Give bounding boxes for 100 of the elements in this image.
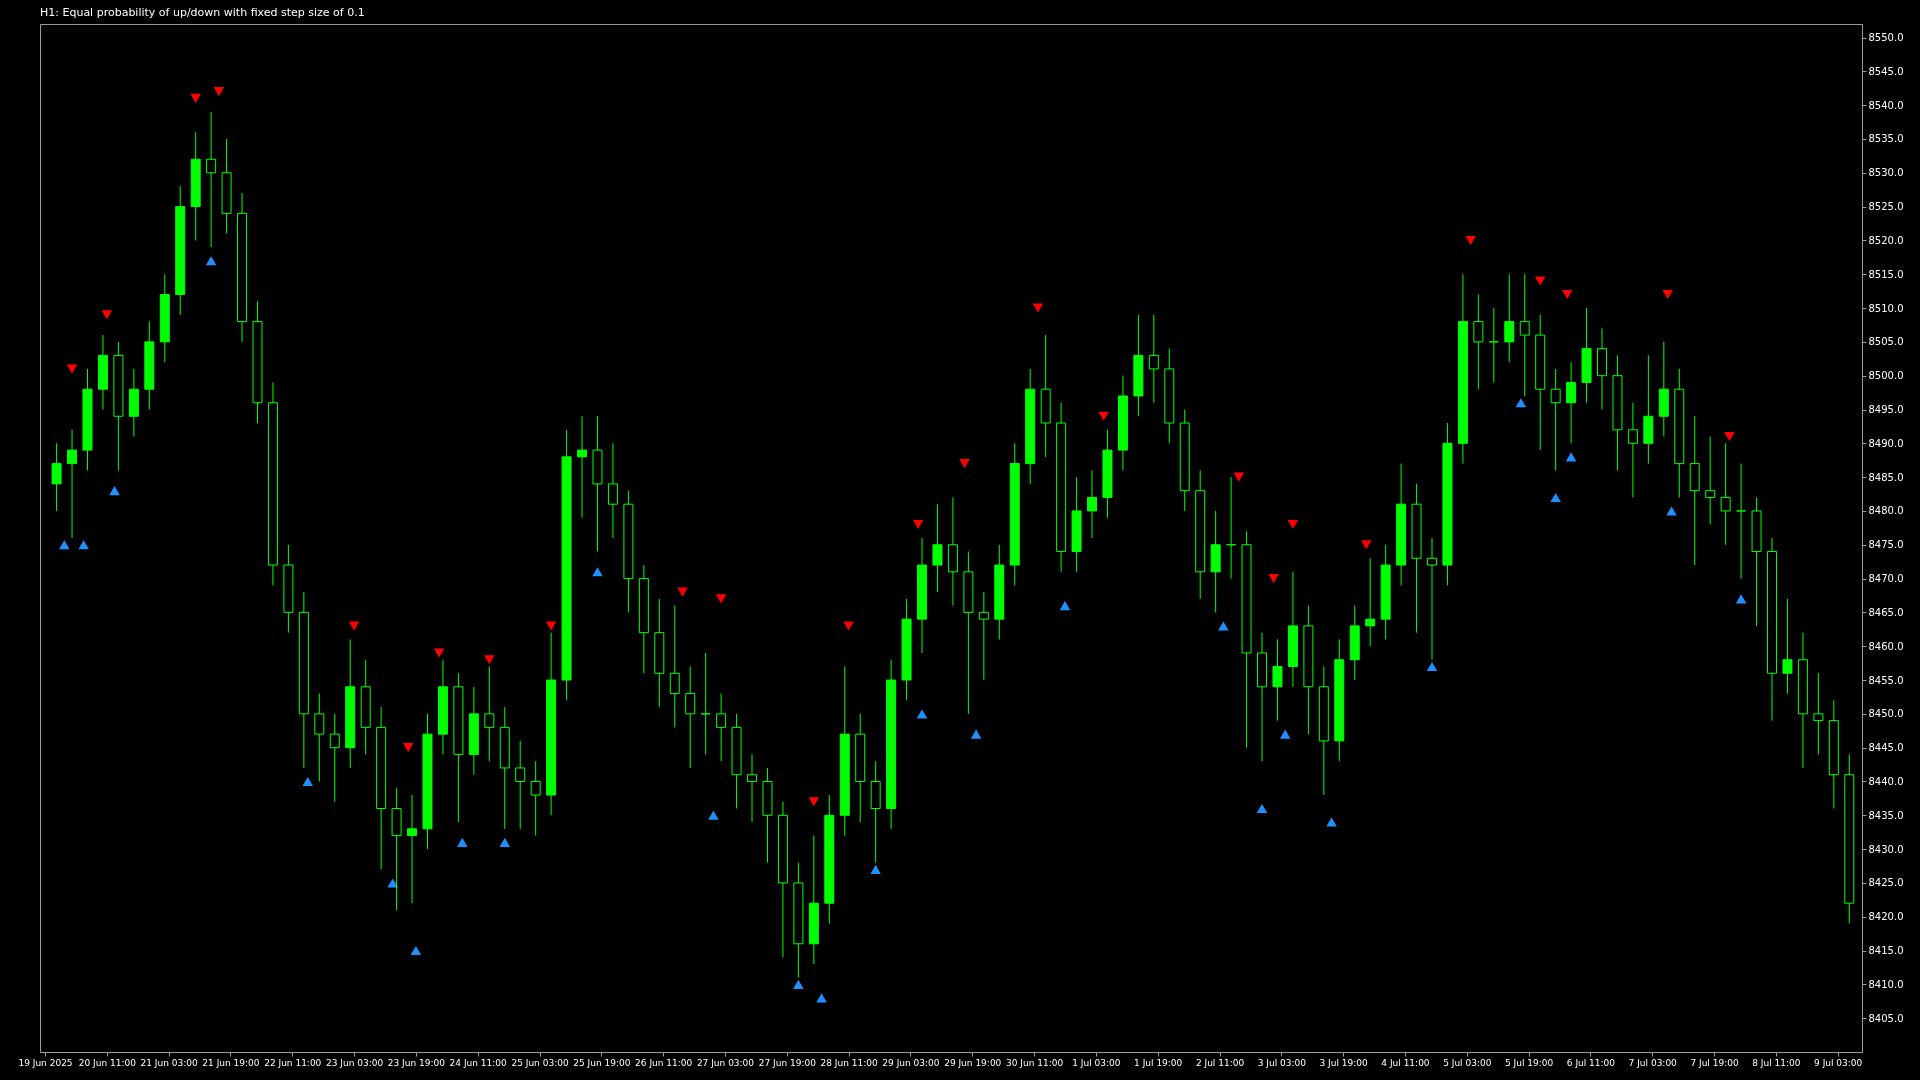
candlestick	[1272, 638, 1283, 722]
point	[1426, 661, 1438, 672]
x-tick-label: 9 Jul 03:00	[1814, 1057, 1863, 1068]
x-tick-label: 25 Jun 03:00	[511, 1057, 569, 1068]
y-tick-label: 8425.0	[1868, 877, 1904, 889]
y-tick-label: 8475.0	[1868, 539, 1904, 551]
point	[457, 837, 468, 847]
point	[1268, 574, 1279, 584]
y-tick-label: 8455.0	[1868, 674, 1904, 686]
x-tick-label: 21 Jun 03:00	[140, 1057, 198, 1068]
x-tick-label: 20 Jun 11:00	[78, 1057, 137, 1068]
y-tick-label: 8470.0	[1868, 573, 1904, 585]
x-tick-label: 26 Jun 11:00	[635, 1057, 693, 1068]
point	[1561, 289, 1573, 300]
y-tick-label: 8540.0	[1868, 99, 1904, 111]
y-tick-label: 8490.0	[1868, 437, 1904, 449]
point	[1326, 817, 1337, 827]
point	[1287, 519, 1299, 530]
point	[1666, 506, 1677, 516]
candlestick	[747, 753, 758, 823]
candlestick	[1473, 294, 1484, 390]
y-tick-label: 8505.0	[1868, 336, 1904, 348]
candlestick	[716, 693, 727, 762]
x-tick-label: 25 Jun 19:00	[573, 1057, 631, 1068]
x-tick-label: 30 Jun 11:00	[1005, 1057, 1064, 1068]
y-tick-label: 8500.0	[1868, 370, 1904, 382]
x-tick-label: 3 Jul 03:00	[1257, 1057, 1307, 1068]
point	[101, 310, 113, 320]
x-tick-label: 3 Jul 19:00	[1319, 1057, 1369, 1068]
x-tick-label: 19 Jun 2025	[18, 1057, 73, 1068]
y-tick-label: 8420.0	[1868, 911, 1904, 923]
y-tick-label: 8410.0	[1868, 978, 1904, 990]
x-tick-label: 28 Jun 11:00	[820, 1057, 878, 1068]
candlestick	[314, 693, 325, 782]
candlestick	[1736, 463, 1747, 580]
point	[793, 979, 804, 989]
y-tick-label: 8535.0	[1868, 133, 1904, 145]
y-tick-label: 8415.0	[1868, 945, 1904, 957]
point	[1724, 432, 1735, 442]
x-tick-label: 29 Jun 03:00	[882, 1057, 940, 1068]
x-tick-label: 7 Jul 03:00	[1628, 1057, 1678, 1068]
y-tick-label: 8510.0	[1868, 302, 1904, 314]
candlestick	[1566, 361, 1577, 444]
point	[808, 797, 820, 807]
candlestick	[67, 429, 78, 539]
x-tick-label: 2 Jul 11:00	[1195, 1057, 1245, 1068]
candlestick	[1550, 368, 1561, 471]
y-tick-label: 8440.0	[1868, 775, 1904, 787]
point	[1565, 452, 1577, 462]
point	[213, 87, 225, 97]
point	[1534, 276, 1546, 286]
candlestick	[515, 740, 526, 830]
point	[1515, 398, 1527, 408]
y-tick-label: 8445.0	[1868, 742, 1904, 754]
x-tick-label: 5 Jul 19:00	[1504, 1057, 1554, 1068]
candlestick	[484, 666, 495, 762]
candlestick	[206, 111, 217, 248]
point	[1233, 472, 1245, 482]
point	[402, 743, 414, 753]
x-tick-label: 29 Jun 19:00	[944, 1057, 1002, 1068]
candlestick	[685, 666, 696, 769]
point	[1361, 540, 1372, 550]
candlestick	[1782, 598, 1793, 695]
point	[59, 540, 70, 550]
candlestick	[51, 442, 62, 512]
point	[484, 655, 495, 665]
x-tick-label: 23 Jun 03:00	[325, 1057, 384, 1068]
point	[916, 709, 928, 719]
point	[348, 621, 360, 631]
candlestick	[1519, 273, 1530, 397]
candlestick	[329, 713, 340, 803]
candlestick	[530, 760, 541, 837]
chart-title: H1: Equal probability of up/down with fixed step size of 0.1	[40, 6, 365, 19]
candlestick	[607, 442, 618, 539]
point	[433, 648, 445, 658]
y-tick-label: 8450.0	[1868, 708, 1904, 720]
point	[1032, 303, 1044, 313]
y-tick-label: 8550.0	[1868, 32, 1904, 44]
point	[816, 993, 827, 1003]
point	[302, 776, 313, 787]
candlestick	[1504, 273, 1515, 363]
point	[190, 93, 201, 103]
candlestick	[577, 415, 588, 519]
x-tick-label: 21 Jun 19:00	[202, 1057, 260, 1068]
point	[499, 837, 511, 847]
point	[912, 519, 924, 530]
x-tick-label: 27 Jun 19:00	[758, 1057, 817, 1068]
point	[1662, 289, 1673, 300]
point	[1098, 411, 1109, 421]
x-tick-label: 22 Jun 11:00	[264, 1057, 322, 1068]
y-tick-label: 8515.0	[1868, 268, 1904, 280]
x-tick-label: 7 Jul 19:00	[1690, 1057, 1739, 1068]
candlestick	[1087, 469, 1098, 539]
candlestick	[1365, 557, 1376, 647]
point	[66, 364, 78, 374]
candlestick	[1627, 402, 1638, 498]
candlestick	[1488, 307, 1499, 383]
candlestick	[1427, 537, 1438, 661]
point	[959, 459, 970, 469]
point	[109, 486, 120, 496]
